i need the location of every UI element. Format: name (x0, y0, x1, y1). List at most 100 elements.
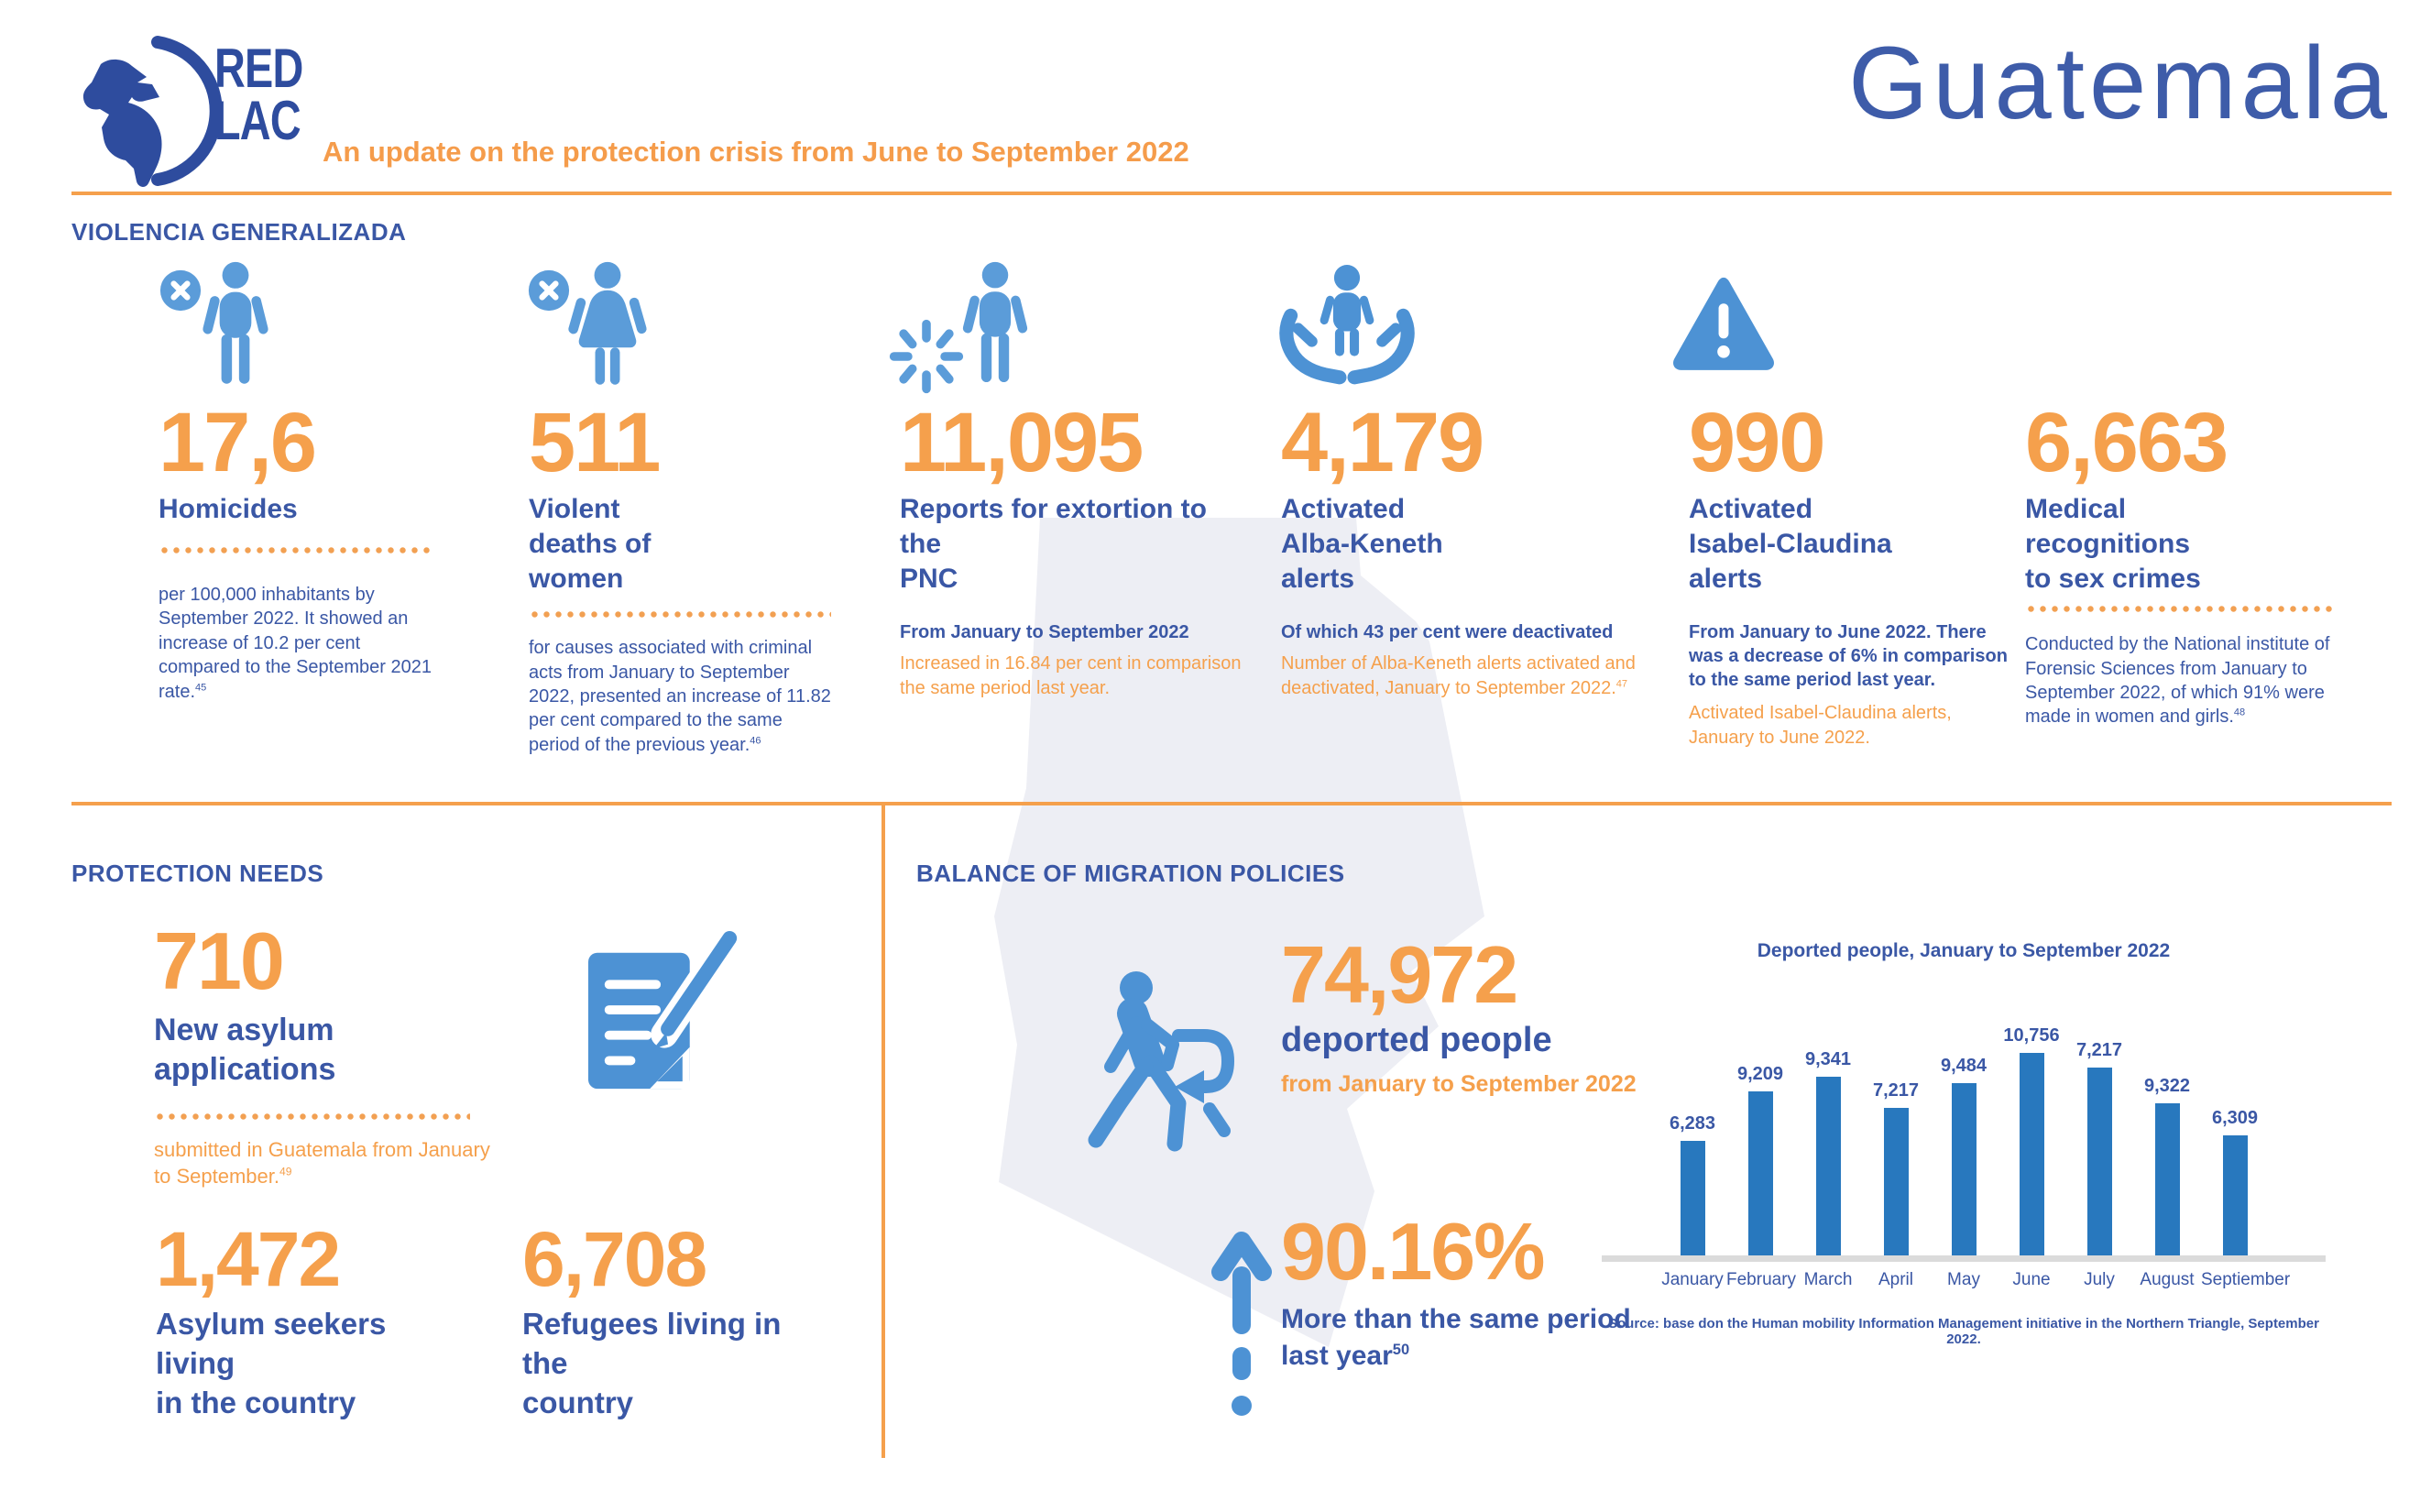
bar-value-label: 7,217 (1872, 1080, 1920, 1101)
chart-bars: 6,283 9,209 9,341 7,217 9,484 10,756 7,217 9,32… (1602, 962, 2326, 1255)
bar (1680, 1141, 1705, 1255)
bar-value-label: 9,484 (1940, 1056, 1988, 1076)
bar (1951, 1083, 1977, 1255)
stat-value: 90.16% (1281, 1206, 1545, 1297)
stat-label: Refugees living in the country (522, 1307, 782, 1419)
bar-group: 9,209 (1726, 1064, 1794, 1255)
bar-month-label: May (1947, 1270, 1980, 1289)
stat-note-orange: Number of Alba-Keneth alerts activated a… (1281, 653, 1636, 698)
section-divider (71, 802, 2392, 805)
stat-value: 6,708 (522, 1216, 707, 1302)
stat-homicides: 17,6 Homicides per 100,000 inhabitants b… (159, 400, 433, 704)
bar-month-label: April (1878, 1270, 1913, 1289)
homicides-person-icon (203, 261, 268, 384)
bar-group: 9,484 (1930, 1056, 1998, 1255)
bar-group: 6,309 (2201, 1108, 2269, 1255)
stat-label: deported people (1281, 1021, 1552, 1059)
bar (2019, 1053, 2044, 1255)
stat-violent-deaths: 511 Violent deaths of women for causes a… (529, 400, 831, 757)
stat-value: 17,6 (159, 396, 317, 489)
bar (2222, 1135, 2248, 1255)
dotted-divider (529, 611, 831, 619)
bar (1747, 1091, 1773, 1255)
guatemala-map-silhouette (994, 518, 1484, 1347)
stat-value: 11,095 (900, 396, 1144, 489)
stat-label: Activated Alba-Keneth alerts (1281, 494, 1443, 595)
stat-lead: From January to September 2022 (900, 622, 1189, 643)
stat-label: More than the same period last year50 (1281, 1304, 1631, 1371)
stat-note: Conducted by the National institute of F… (2025, 634, 2330, 728)
dotted-divider (2025, 606, 2337, 613)
bar-group: 10,756 (1998, 1025, 2065, 1255)
header-divider (71, 192, 2392, 195)
logo-line-red: RED (214, 38, 303, 99)
stat-note: per 100,000 inhabitants by September 202… (159, 585, 432, 702)
asylum-document-pen-icon (587, 927, 746, 1090)
bar-value-label: 9,341 (1804, 1049, 1852, 1069)
x-badge-icon (159, 269, 202, 312)
bar (2154, 1103, 2180, 1255)
stat-label: Asylum seekers living in the country (156, 1307, 387, 1419)
dotted-divider (154, 1113, 470, 1121)
stat-label: Reports for extortion to the PNC (900, 494, 1207, 595)
bar-month-label: June (2012, 1270, 2051, 1289)
stat-value: 4,179 (1281, 396, 1484, 489)
bar (1815, 1077, 1841, 1255)
extortion-burst-icon (889, 319, 964, 394)
stat-asylum-seekers: 1,472 Asylum seekers living in the count… (156, 1221, 467, 1423)
bar-month-label: January (1661, 1270, 1724, 1289)
bar-group: 7,217 (1862, 1080, 1930, 1255)
stat-value: 511 (529, 396, 661, 489)
bar-value-label: 6,283 (1669, 1113, 1716, 1134)
violent-deaths-person-icon (568, 261, 647, 385)
footnote-ref: 45 (195, 682, 207, 693)
bar-group: 7,217 (2065, 1040, 2133, 1255)
dotted-divider (159, 547, 433, 554)
country-title: Guatemala (1848, 26, 2392, 140)
stat-value: 74,972 (1281, 929, 1518, 1020)
stat-label: New asylum applications (154, 1013, 336, 1088)
bar-month-label: July (2084, 1270, 2115, 1289)
report-subtitle: An update on the protection crisis from … (323, 136, 1189, 168)
stat-value: 990 (1689, 396, 1826, 489)
section-heading-migration: BALANCE OF MIGRATION POLICIES (916, 860, 1345, 887)
footnote-ref: 47 (1615, 678, 1628, 690)
stat-note: for causes associated with criminal acts… (529, 638, 831, 755)
vertical-divider (882, 805, 885, 1458)
stat-lead: From January to June 2022. There was a d… (1689, 622, 2008, 691)
footnote-ref: 48 (2233, 707, 2246, 718)
stat-value: 1,472 (156, 1216, 341, 1302)
stat-label: Activated Isabel-Claudina alerts (1689, 494, 1892, 595)
stat-value: 6,663 (2025, 396, 2228, 489)
stat-label: Medical recognitions to sex crimes (2025, 494, 2201, 595)
bar-value-label: 6,309 (2211, 1108, 2259, 1128)
logo-line-lac: LAC (214, 90, 301, 151)
section-heading-violence: VIOLENCIA GENERALIZADA (71, 218, 407, 246)
alba-keneth-hands-child-icon (1279, 265, 1415, 385)
stat-period: from January to September 2022 (1281, 1071, 1637, 1097)
x-badge-icon (528, 269, 570, 312)
bar-group: 6,283 (1659, 1113, 1726, 1255)
redlac-logo: RED LAC (214, 38, 303, 151)
stat-note-orange: Increased in 16.84 per cent in compariso… (900, 653, 1242, 698)
stat-value: 710 (154, 915, 285, 1006)
stat-refugees: 6,708 Refugees living in the country (522, 1221, 825, 1423)
bar-month-label: March (1803, 1270, 1853, 1289)
bar-month-label: February (1726, 1270, 1797, 1289)
bar-group: 9,341 (1794, 1049, 1862, 1255)
bar (1883, 1108, 1909, 1255)
stat-label: Homicides (159, 494, 298, 524)
stat-note-orange: submitted in Guatemala from January to S… (154, 1138, 490, 1189)
extortion-person-icon (962, 261, 1028, 382)
stat-label: Violent deaths of women (529, 494, 652, 595)
bar-month-label: Septiember (2201, 1270, 2291, 1289)
chart-months: January February March April May June July Augu… (1602, 1270, 2326, 1290)
stat-extortion-reports: 11,095 Reports for extortion to the PNC … (900, 400, 1266, 700)
stat-alba-keneth: 4,179 Activated Alba-Keneth alerts Of wh… (1281, 400, 1638, 700)
footnote-ref: 49 (279, 1166, 292, 1179)
chart-baseline (1602, 1255, 2326, 1262)
stat-new-asylum-applications: 710 New asylum applications submitted in… (154, 921, 502, 1189)
deported-walking-person-icon (1088, 971, 1235, 1152)
chart-title: Deported people, January to September 20… (1757, 940, 2171, 961)
